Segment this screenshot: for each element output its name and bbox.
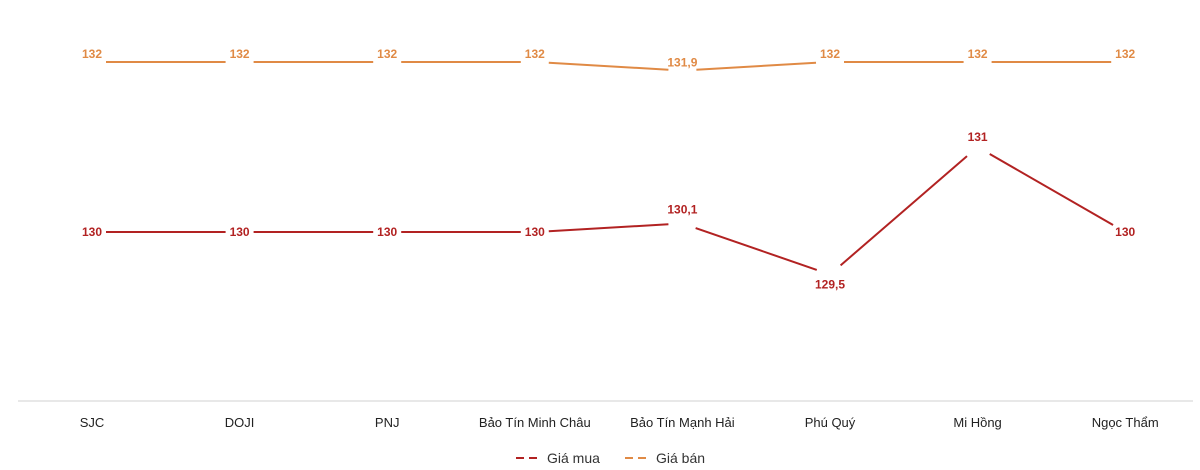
series-sell	[106, 61, 1112, 71]
data-label-sell: 132	[820, 47, 840, 61]
category-label: Mi Hồng	[953, 415, 1001, 430]
data-label-sell: 132	[1115, 47, 1135, 61]
data-label-sell: 132	[82, 47, 102, 61]
data-label-buy: 131	[968, 130, 988, 144]
data-label-buy: 130	[230, 225, 250, 239]
series-sell-segment	[548, 61, 669, 71]
category-label: Bảo Tín Mạnh Hải	[630, 415, 735, 430]
category-label: Phú Quý	[805, 415, 856, 430]
data-label-sell: 132	[525, 47, 545, 61]
data-label-layer: 130 130 130 130 130,1 129,5 131 130 132 132 132 132…	[82, 47, 1136, 292]
category-axis-labels: SJC DOJI PNJ Bảo Tín Minh Châu Bảo Tín Mạnh …	[80, 415, 1159, 430]
series-buy-segment	[548, 223, 669, 233]
series-buy-segment	[839, 155, 968, 267]
data-label-buy: 130	[1115, 225, 1135, 239]
legend-item-sell: Giá bán	[625, 450, 705, 466]
legend: Giá mua Giá bán	[516, 450, 705, 466]
category-label: DOJI	[225, 415, 255, 430]
series-sell-segment	[696, 61, 817, 71]
data-label-buy: 130	[377, 225, 397, 239]
series-buy-segment	[695, 227, 818, 271]
category-label: Ngọc Thẩm	[1092, 415, 1159, 430]
data-label-buy: 130	[82, 225, 102, 239]
category-label: PNJ	[375, 415, 400, 430]
data-label-buy: 130,1	[667, 203, 697, 217]
data-label-sell: 131,9	[667, 56, 697, 70]
data-label-sell: 132	[377, 47, 397, 61]
legend-item-buy: Giá mua	[516, 450, 600, 466]
data-label-sell: 132	[968, 47, 988, 61]
series-buy	[106, 153, 1114, 271]
series-layer	[106, 61, 1114, 271]
data-label-sell: 132	[230, 47, 250, 61]
data-label-buy: 129,5	[815, 278, 845, 292]
legend-label-sell: Giá bán	[656, 450, 705, 466]
data-label-buy: 130	[525, 225, 545, 239]
category-label: SJC	[80, 415, 105, 430]
legend-label-buy: Giá mua	[547, 450, 600, 466]
category-label: Bảo Tín Minh Châu	[479, 415, 591, 430]
series-buy-segment	[989, 153, 1114, 226]
